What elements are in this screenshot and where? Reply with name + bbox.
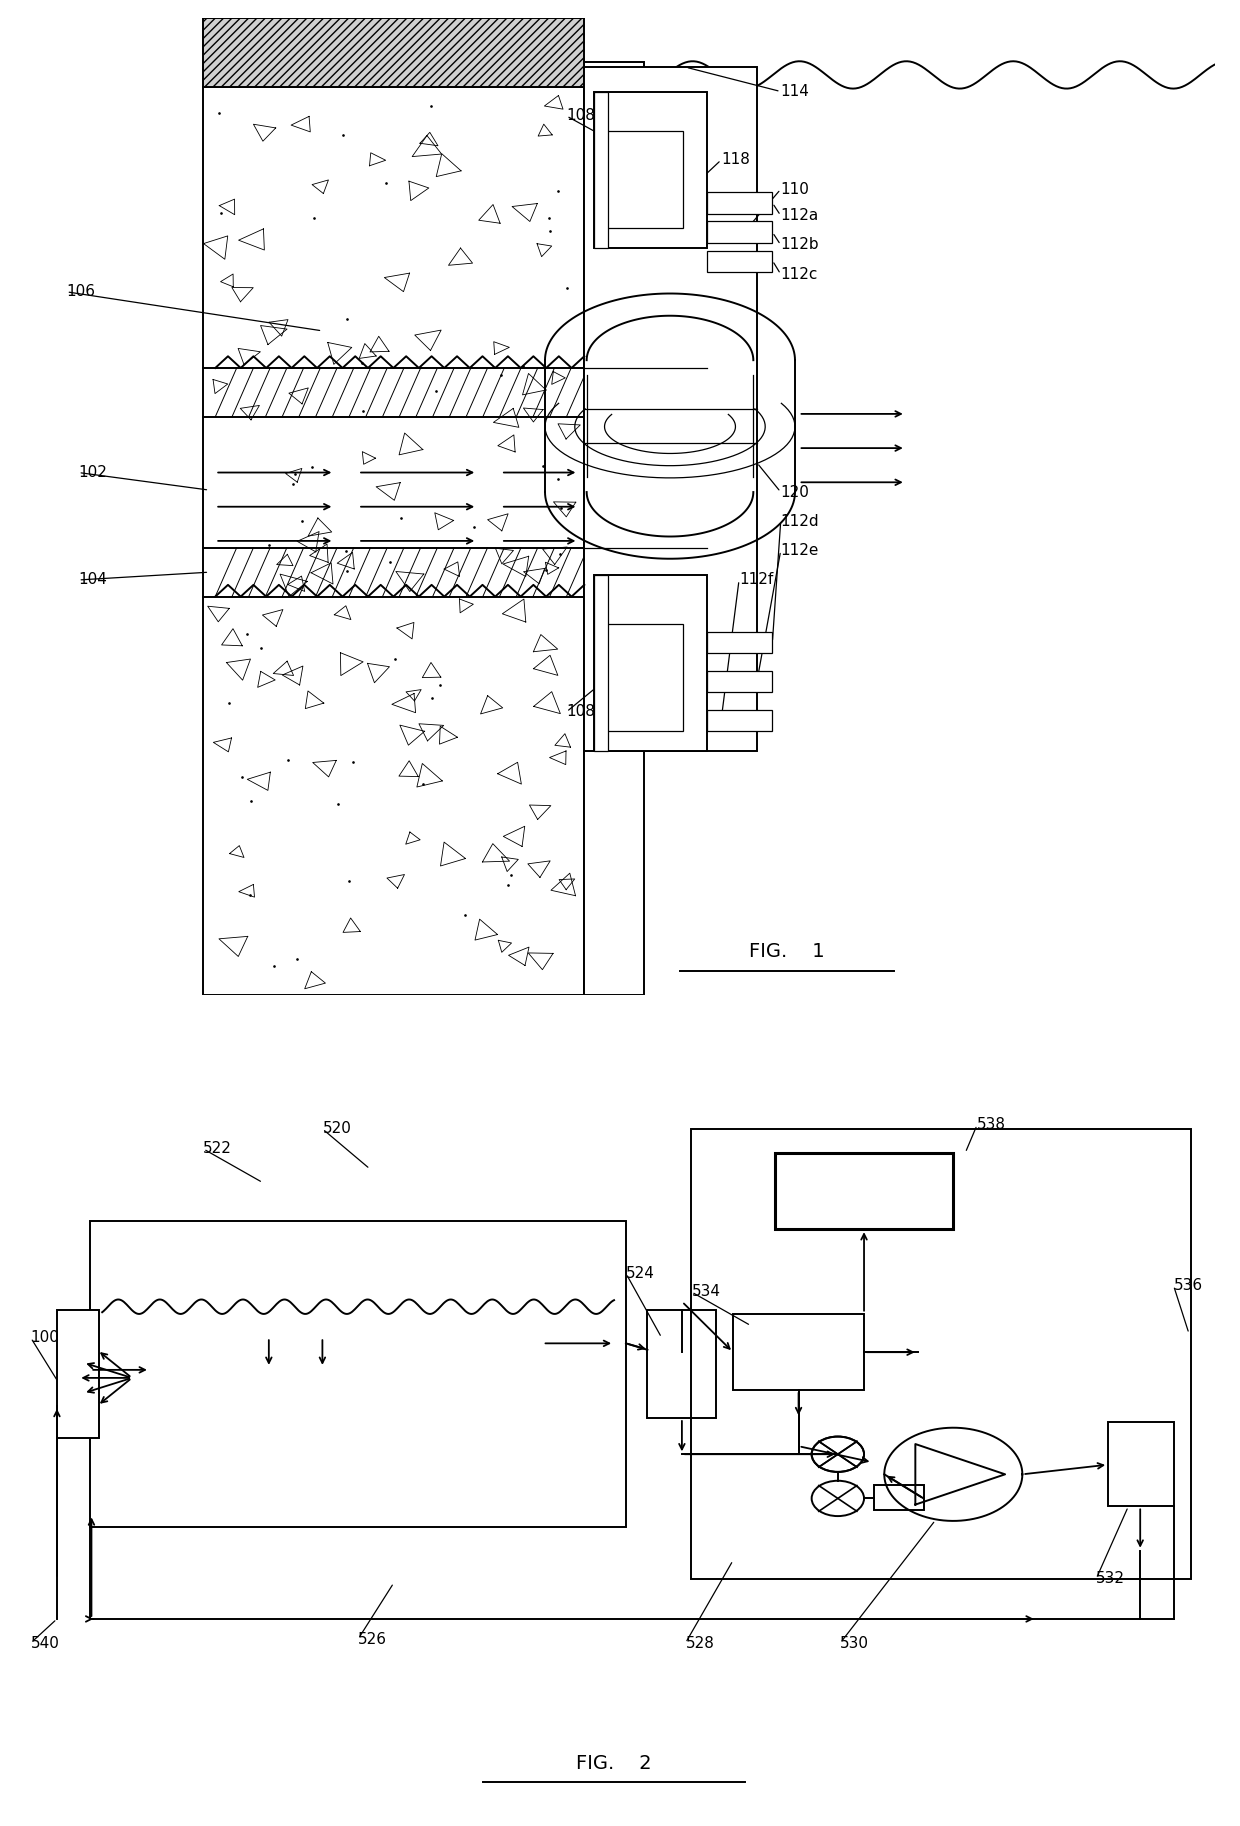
Bar	[203, 86, 584, 995]
Text: 520: 520	[322, 1121, 351, 1136]
Text: FIG.    1: FIG. 1	[749, 942, 825, 960]
Bar	[203, 18, 584, 86]
Text: 100: 100	[31, 1329, 60, 1346]
Text: 532: 532	[1096, 1570, 1125, 1587]
Text: 104: 104	[78, 573, 107, 588]
Text: 112b: 112b	[781, 237, 820, 252]
Text: 106: 106	[67, 285, 95, 299]
Text: 102: 102	[78, 466, 107, 480]
Bar	[57, 1309, 99, 1439]
Bar	[584, 62, 644, 995]
Text: 538: 538	[977, 1118, 1006, 1132]
Bar	[707, 670, 773, 692]
Text: 530: 530	[841, 1636, 869, 1651]
Text: 528: 528	[686, 1636, 714, 1651]
Bar	[605, 624, 683, 732]
Bar	[707, 710, 773, 732]
Bar	[775, 1152, 954, 1229]
Bar	[594, 575, 707, 750]
Text: 108b: 108b	[567, 705, 605, 719]
Text: 112f: 112f	[739, 573, 774, 588]
Bar	[647, 1309, 717, 1419]
Text: 112c: 112c	[781, 267, 818, 281]
Bar	[733, 1313, 864, 1390]
Text: 534: 534	[692, 1284, 720, 1300]
Text: 114: 114	[781, 84, 810, 99]
Text: 110: 110	[781, 183, 810, 197]
Text: 524: 524	[626, 1265, 655, 1282]
Text: 116: 116	[632, 734, 661, 749]
Text: 100: 100	[626, 122, 655, 139]
Bar	[707, 632, 773, 654]
Bar	[584, 68, 756, 750]
Text: 522: 522	[203, 1141, 232, 1156]
Text: 536: 536	[1173, 1278, 1203, 1293]
Text: 112a: 112a	[781, 208, 818, 223]
Text: 120: 120	[781, 484, 810, 500]
Bar	[707, 250, 773, 272]
Text: 540: 540	[31, 1636, 60, 1651]
Bar	[1109, 1422, 1173, 1506]
Text: 108a: 108a	[567, 108, 605, 124]
Text: FIG.    2: FIG. 2	[577, 1755, 652, 1773]
Bar	[594, 91, 608, 248]
Bar	[594, 575, 608, 750]
Bar	[707, 221, 773, 243]
Bar	[873, 1485, 924, 1510]
Bar	[707, 192, 773, 214]
Text: 118: 118	[722, 152, 750, 168]
Text: 526: 526	[358, 1631, 387, 1647]
Text: 112e: 112e	[781, 542, 820, 559]
Text: 112d: 112d	[781, 513, 820, 530]
Bar	[91, 1222, 626, 1527]
Bar	[605, 131, 683, 228]
Bar	[692, 1128, 1192, 1579]
Bar	[594, 91, 707, 248]
